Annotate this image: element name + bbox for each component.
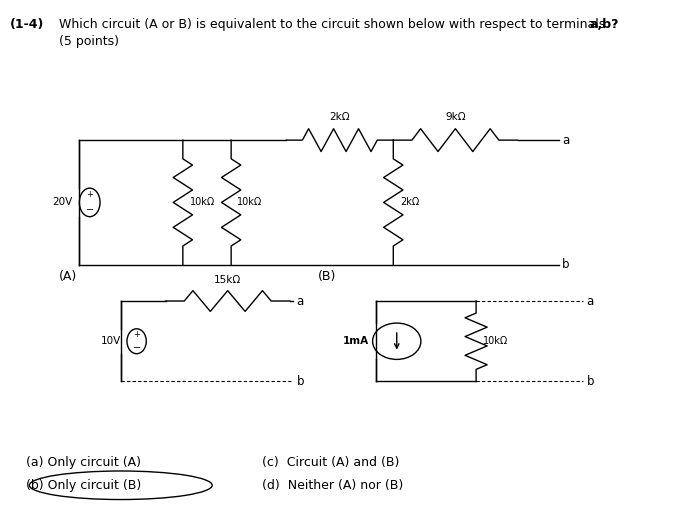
Text: −: − (86, 206, 94, 215)
Text: 2kΩ: 2kΩ (400, 197, 420, 208)
Text: 2kΩ: 2kΩ (330, 112, 350, 122)
Text: +: + (133, 330, 140, 339)
Text: +: + (86, 190, 93, 199)
Text: 1mA: 1mA (343, 336, 369, 346)
Text: 9kΩ: 9kΩ (445, 112, 466, 122)
Text: a: a (586, 294, 594, 308)
Text: (A): (A) (59, 270, 77, 283)
Text: a: a (297, 294, 304, 308)
Text: b: b (586, 375, 594, 388)
Text: (1-4): (1-4) (10, 18, 45, 31)
Text: (b) Only circuit (B): (b) Only circuit (B) (26, 479, 141, 492)
Text: b: b (562, 258, 570, 271)
Text: 15kΩ: 15kΩ (214, 276, 242, 285)
Text: (B): (B) (317, 270, 336, 283)
Text: (d)  Neither (A) nor (B): (d) Neither (A) nor (B) (262, 479, 404, 492)
Text: 10kΩ: 10kΩ (237, 197, 262, 208)
Text: (c)  Circuit (A) and (B): (c) Circuit (A) and (B) (262, 456, 400, 470)
Text: 10V: 10V (101, 336, 121, 346)
Text: (a) Only circuit (A): (a) Only circuit (A) (26, 456, 141, 470)
Text: (5 points): (5 points) (59, 35, 119, 48)
Text: b: b (297, 375, 304, 388)
Text: Which circuit (A or B) is equivalent to the circuit shown below with respect to : Which circuit (A or B) is equivalent to … (59, 18, 609, 31)
Text: 20V: 20V (52, 197, 72, 208)
Text: a: a (562, 133, 570, 147)
Text: a,b?: a,b? (590, 18, 620, 31)
Text: −: − (132, 343, 141, 353)
Text: 10kΩ: 10kΩ (190, 197, 215, 208)
Text: 10kΩ: 10kΩ (483, 336, 509, 346)
